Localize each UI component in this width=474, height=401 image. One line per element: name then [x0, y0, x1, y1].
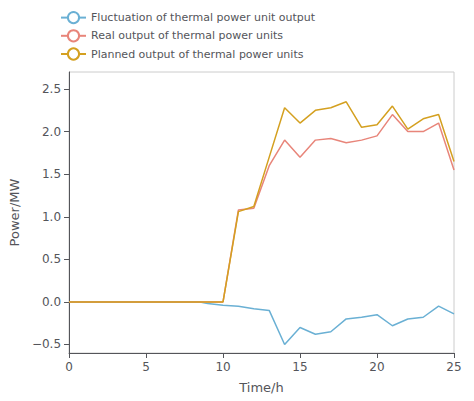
svg-text:−0.5: −0.5 — [32, 337, 61, 351]
svg-text:Power/MW: Power/MW — [7, 178, 22, 246]
svg-text:Planned output of thermal powe: Planned output of thermal power units — [91, 48, 304, 61]
svg-text:Time/h: Time/h — [238, 380, 283, 395]
svg-text:5: 5 — [142, 360, 150, 374]
svg-text:25: 25 — [446, 360, 461, 374]
svg-text:1.0: 1.0 — [42, 210, 61, 224]
svg-text:2.5: 2.5 — [42, 82, 61, 96]
svg-text:15: 15 — [292, 360, 307, 374]
svg-text:Fluctuation of thermal power u: Fluctuation of thermal power unit output — [91, 11, 316, 24]
svg-text:1.5: 1.5 — [42, 167, 61, 181]
svg-text:Real output of thermal power u: Real output of thermal power units — [91, 29, 283, 42]
svg-text:20: 20 — [369, 360, 384, 374]
svg-text:0.5: 0.5 — [42, 252, 61, 266]
svg-text:2.0: 2.0 — [42, 125, 61, 139]
svg-text:0.0: 0.0 — [42, 295, 61, 309]
svg-text:0: 0 — [65, 360, 73, 374]
svg-text:10: 10 — [215, 360, 230, 374]
